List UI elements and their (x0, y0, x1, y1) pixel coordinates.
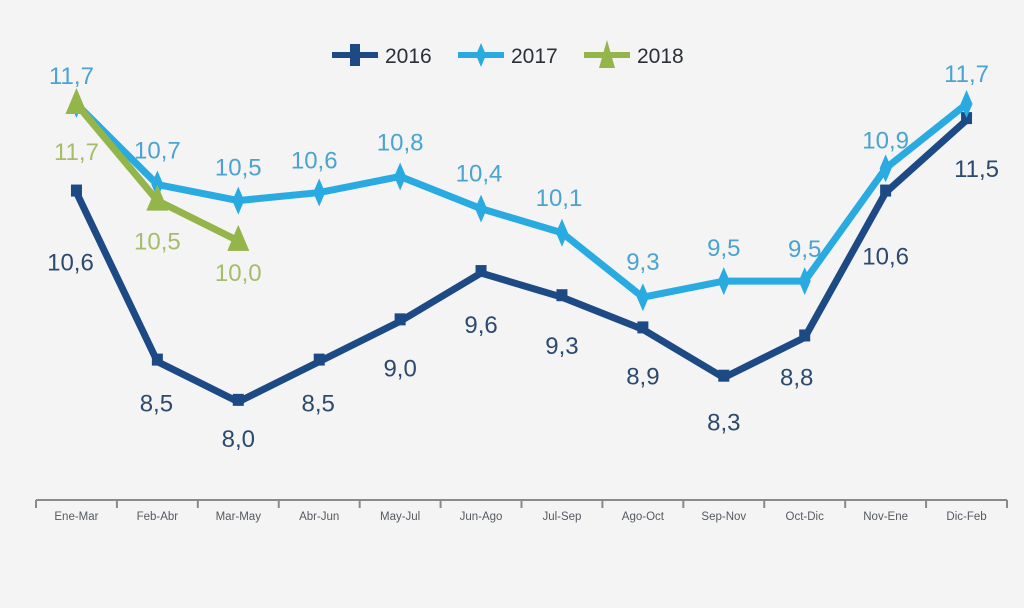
data-label: 10,8 (377, 129, 424, 156)
x-tick-label: Nov-Ene (863, 511, 908, 523)
data-label: 10,6 (862, 244, 909, 271)
labels-2018: 11,7 10,5 10,0 (54, 139, 262, 287)
data-point-marker (151, 353, 163, 366)
data-label: 10,0 (215, 260, 262, 287)
legend-label: 2018 (637, 45, 684, 68)
legend-item-2016: 2016 (332, 44, 432, 68)
data-label: 10,6 (291, 148, 338, 175)
data-point-marker (879, 154, 892, 183)
data-label: 10,1 (536, 185, 583, 212)
data-label: 9,6 (464, 312, 497, 339)
series-2018 (65, 88, 250, 251)
x-tick-label: Jul-Sep (542, 511, 581, 523)
data-label: 10,5 (215, 155, 262, 182)
data-point-marker (880, 184, 892, 197)
x-tick-label: May-Jul (380, 511, 420, 523)
data-label: 10,6 (47, 250, 94, 277)
x-tick-label: Ago-Oct (622, 511, 665, 523)
series-line-2017 (73, 101, 969, 301)
data-point-marker (313, 178, 326, 207)
series-2016 (70, 112, 973, 406)
data-point-marker (555, 218, 568, 247)
data-point-marker (313, 353, 325, 366)
data-label: 8,5 (302, 391, 335, 418)
data-point-marker (475, 265, 487, 278)
data-label: 11,7 (54, 139, 99, 166)
data-label: 8,8 (780, 364, 813, 391)
data-label: 8,5 (140, 391, 173, 418)
data-label: 10,5 (134, 229, 181, 256)
legend: 2016 2017 2018 (332, 40, 684, 68)
data-label: 11,7 (49, 63, 94, 90)
data-label: 10,9 (862, 127, 909, 154)
data-point-marker (394, 313, 406, 326)
data-point-marker (151, 170, 164, 199)
data-point-marker (475, 194, 488, 223)
data-point-marker (717, 267, 730, 296)
x-tick-label: Mar-May (216, 511, 262, 523)
data-point-marker (232, 186, 245, 215)
data-label: 8,0 (222, 426, 255, 453)
series-2017 (70, 90, 973, 312)
data-point-marker (65, 88, 88, 114)
data-point-marker (146, 184, 169, 211)
data-point-marker (718, 369, 730, 382)
data-point-marker (799, 329, 811, 342)
data-label: 11,5 (954, 156, 999, 183)
data-label: 11,7 (944, 61, 989, 88)
x-tick-label: Oct-Dic (786, 511, 825, 523)
x-tick-label: Sep-Nov (701, 511, 746, 523)
legend-item-2018: 2018 (584, 40, 684, 68)
labels-2016: 10,6 8,5 8,0 8,5 9,0 9,6 9,3 8,9 8,3 8,8 10,6 11,5 (47, 156, 999, 453)
data-point-marker (70, 184, 82, 197)
series-line-2016 (73, 117, 969, 406)
legend-item-2017: 2017 (458, 43, 558, 68)
x-axis: Ene-Mar Feb-Abr Mar-May Abr-Jun May-Jul Jun-A… (35, 499, 1008, 523)
data-label: 9,3 (545, 333, 578, 360)
x-tick-label: Jun-Ago (460, 511, 503, 523)
series-lines (65, 88, 973, 406)
data-point-marker (232, 393, 244, 406)
x-tick-label: Feb-Abr (137, 511, 179, 523)
data-point-marker (556, 289, 568, 302)
data-point-marker (227, 224, 250, 251)
data-label: 9,5 (788, 236, 821, 263)
data-point-marker (960, 90, 973, 118)
data-labels: 10,68,58,08,59,09,69,38,98,38,810,611,51… (47, 61, 999, 453)
data-point-marker (798, 267, 811, 296)
data-label: 8,3 (707, 410, 740, 437)
legend-marker-icon (599, 40, 615, 68)
data-point-marker (636, 283, 649, 312)
legend-label: 2016 (385, 45, 432, 68)
data-label: 8,9 (626, 363, 659, 390)
labels-2017: 11,7 10,7 10,5 10,6 10,8 10,4 10,1 9,3 9,5 9,5 10,… (49, 61, 989, 276)
data-label: 9,5 (707, 235, 740, 262)
x-tick-label: Ene-Mar (54, 511, 98, 523)
data-label: 10,7 (134, 138, 181, 165)
data-label: 9,0 (383, 355, 416, 382)
legend-marker-icon (476, 43, 486, 67)
data-point-marker (961, 112, 973, 125)
data-label: 9,3 (626, 249, 659, 276)
data-point-marker (394, 162, 407, 191)
x-tick-label: Abr-Jun (299, 511, 339, 523)
data-label: 10,4 (456, 161, 503, 188)
legend-marker-icon (350, 44, 360, 66)
data-point-marker (637, 321, 649, 334)
legend-label: 2017 (511, 45, 558, 68)
x-tick-label: Dic-Feb (946, 511, 986, 523)
